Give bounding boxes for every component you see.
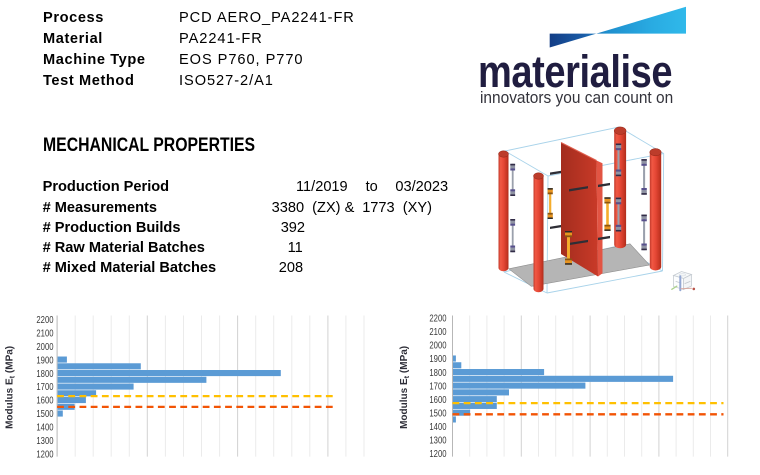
svg-text:1800: 1800 [429, 367, 446, 378]
svg-text:2200: 2200 [36, 314, 53, 325]
svg-text:Modulus Et (MPa): Modulus Et (MPa) [5, 346, 17, 429]
svg-text:1700: 1700 [36, 381, 53, 392]
svg-text:Modulus Et (MPa): Modulus Et (MPa) [399, 346, 411, 429]
svg-text:1200: 1200 [36, 449, 53, 460]
svg-text:2000: 2000 [429, 340, 446, 351]
svg-text:1900: 1900 [429, 353, 446, 364]
svg-text:1400: 1400 [36, 422, 53, 433]
svg-text:1500: 1500 [36, 408, 53, 419]
svg-text:1300: 1300 [36, 435, 53, 446]
svg-text:1200: 1200 [429, 448, 446, 459]
svg-text:1300: 1300 [429, 434, 446, 445]
svg-text:2200: 2200 [429, 313, 446, 324]
svg-text:1500: 1500 [429, 407, 446, 418]
svg-text:1400: 1400 [429, 421, 446, 432]
svg-text:1600: 1600 [429, 394, 446, 405]
svg-text:1900: 1900 [36, 354, 53, 365]
svg-text:2100: 2100 [36, 327, 53, 338]
svg-text:1600: 1600 [36, 395, 53, 406]
svg-text:2100: 2100 [429, 326, 446, 337]
svg-text:1700: 1700 [429, 380, 446, 391]
svg-text:1800: 1800 [36, 368, 53, 379]
svg-text:2000: 2000 [36, 341, 53, 352]
